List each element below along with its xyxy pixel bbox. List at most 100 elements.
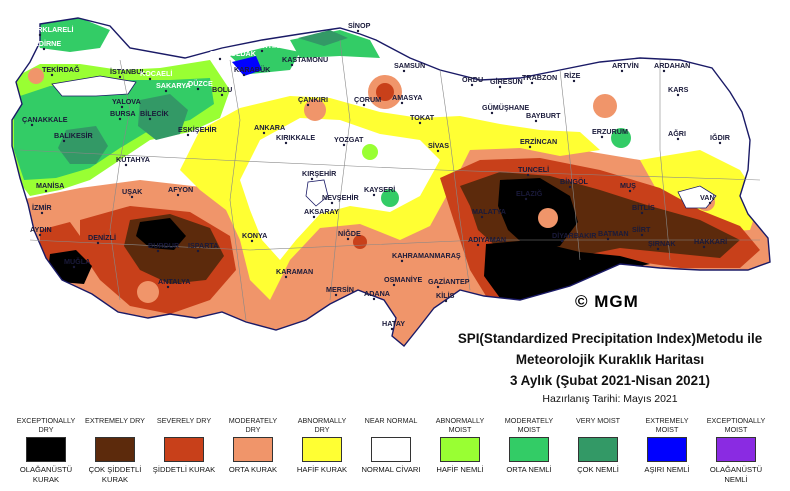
city-marker	[262, 131, 266, 135]
city-label: ORDU	[462, 75, 483, 84]
city-label: DÜZCE	[188, 79, 213, 88]
city-label: ISPARTA	[188, 241, 218, 250]
city-label: KOCAELİ	[140, 69, 172, 78]
legend-swatch	[302, 437, 342, 462]
city-marker	[72, 265, 76, 269]
city-marker	[306, 103, 310, 107]
city-marker	[164, 89, 168, 93]
legend-item: EXCEPTIONALLY MOIST OLAĞANÜSTÜ NEMLİ	[704, 416, 768, 485]
city-marker	[606, 237, 610, 241]
city-label: AKSARAY	[304, 207, 339, 216]
legend-english-label: MODERATELY DRY	[228, 416, 278, 434]
city-label: ARDAHAN	[654, 61, 690, 70]
city-marker	[30, 123, 34, 127]
city-marker	[640, 211, 644, 215]
city-label: VAN	[700, 193, 715, 202]
legend-turkish-label: AŞIRI NEMLİ	[644, 465, 690, 474]
city-marker	[356, 29, 360, 33]
city-marker	[530, 81, 534, 85]
city-label: DENİZLİ	[88, 233, 116, 242]
city-marker	[400, 101, 404, 105]
city-label: BİLECİK	[140, 109, 170, 118]
city-marker	[480, 215, 484, 219]
city-label: ADIYAMAN	[468, 235, 506, 244]
city-label: İZMİR	[32, 203, 52, 212]
city-marker	[708, 201, 712, 205]
legend-english-label: VERY MOIST	[575, 416, 621, 425]
city-marker	[572, 79, 576, 83]
city-marker	[640, 233, 644, 237]
city-marker	[218, 57, 222, 61]
city-label: OSMANİYE	[384, 275, 423, 284]
city-label: BATMAN	[598, 229, 629, 238]
legend-english-label: NEAR NORMAL	[364, 416, 418, 425]
legend-english-label: EXTREMELY MOIST	[645, 416, 689, 434]
city-marker	[702, 245, 706, 249]
city-marker	[718, 141, 722, 145]
city-marker	[436, 149, 440, 153]
city-marker	[118, 75, 122, 79]
city-marker	[676, 137, 680, 141]
city-marker	[44, 189, 48, 193]
city-label: ELAZIĞ	[516, 189, 543, 198]
city-marker	[392, 283, 396, 287]
city-marker	[130, 195, 134, 199]
city-marker	[166, 285, 170, 289]
city-label: MUŞ	[620, 181, 636, 190]
city-marker	[568, 185, 572, 189]
legend-english-label: SEVERELY DRY	[156, 416, 212, 425]
city-label: KIRŞEHİR	[302, 169, 337, 178]
city-label: ADANA	[364, 289, 390, 298]
city-marker	[490, 111, 494, 115]
city-marker	[444, 299, 448, 303]
city-label: NEVŞEHİR	[322, 193, 360, 202]
city-marker	[284, 275, 288, 279]
city-label: ANTALYA	[158, 277, 190, 286]
legend-item: MODERATELY MOIST ORTA NEMLİ	[497, 416, 561, 475]
city-marker	[372, 193, 376, 197]
city-marker	[176, 193, 180, 197]
city-label: MALATYA	[472, 207, 506, 216]
city-marker	[400, 259, 404, 263]
city-label: SAKARYA	[156, 81, 191, 90]
city-label: ERZURUM	[592, 127, 628, 136]
city-label: ERZİNCAN	[520, 137, 557, 146]
city-label: ANKARA	[254, 123, 285, 132]
legend-swatch	[371, 437, 411, 462]
city-label: TUNCELİ	[518, 165, 549, 174]
city-label: SİNOP	[348, 21, 371, 30]
legend-item: EXTREMELY DRY ÇOK ŞİDDETLİ KURAK	[83, 416, 147, 485]
city-label: KÜTAHYA	[116, 155, 150, 164]
city-label: NİĞDE	[338, 229, 361, 238]
city-marker	[284, 141, 288, 145]
city-marker	[402, 69, 406, 73]
legend-english-label: ABNORMALLY DRY	[297, 416, 347, 434]
city-marker	[40, 211, 44, 215]
legend-turkish-label: ORTA NEMLİ	[506, 465, 552, 474]
city-marker	[342, 143, 346, 147]
legend-swatch	[95, 437, 135, 462]
city-label: AYDIN	[30, 225, 52, 234]
city-marker	[196, 87, 200, 91]
city-marker	[534, 119, 538, 123]
legend-item: NEAR NORMAL NORMAL CİVARI	[359, 416, 423, 475]
city-marker	[362, 103, 366, 107]
city-label: KASTAMONU	[282, 55, 328, 64]
city-marker	[436, 285, 440, 289]
city-marker	[330, 201, 334, 205]
legend-turkish-label: HAFİF KURAK	[296, 465, 348, 474]
city-marker	[62, 139, 66, 143]
city-marker	[120, 105, 124, 109]
city-marker	[156, 249, 160, 253]
city-marker	[560, 239, 564, 243]
city-marker	[124, 163, 128, 167]
city-marker	[524, 197, 528, 201]
legend-swatch	[26, 437, 66, 462]
legend-swatch	[233, 437, 273, 462]
city-label: AMASYA	[392, 93, 423, 102]
legend-english-label: ABNORMALLY MOIST	[435, 416, 485, 434]
legend-swatch	[716, 437, 756, 462]
city-marker	[260, 49, 264, 53]
city-marker	[310, 177, 314, 181]
